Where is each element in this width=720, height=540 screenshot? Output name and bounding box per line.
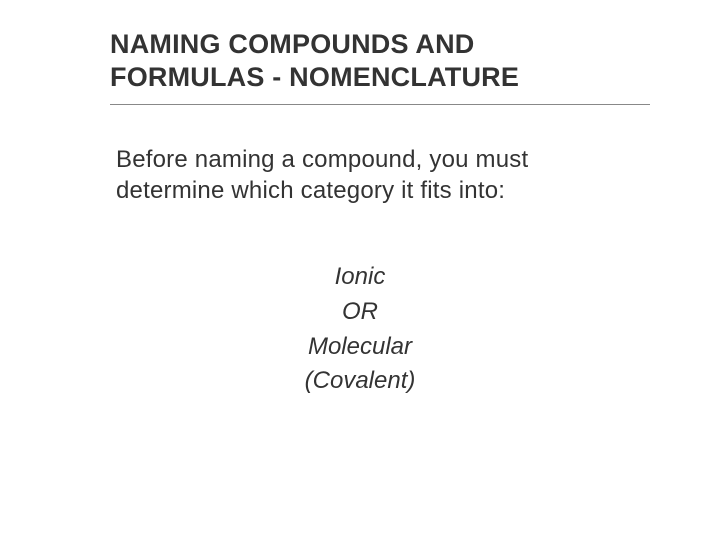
slide: NAMING COMPOUNDS AND FORMULAS - NOMENCLA… [0, 0, 720, 540]
title-line-2: FORMULAS - NOMENCLATURE [110, 62, 519, 92]
slide-title: NAMING COMPOUNDS AND FORMULAS - NOMENCLA… [110, 28, 650, 94]
title-line-1: NAMING COMPOUNDS AND [110, 29, 475, 59]
body-text: Before naming a compound, you must deter… [116, 145, 646, 206]
category-molecular: Molecular [0, 330, 720, 365]
body-line-1: Before naming a compound, you must [116, 146, 528, 173]
title-divider [110, 104, 650, 105]
body-line-2: determine which category it fits into: [116, 177, 505, 204]
categories-block: Ionic OR Molecular (Covalent) [0, 260, 720, 399]
category-covalent: (Covalent) [0, 364, 720, 399]
title-block: NAMING COMPOUNDS AND FORMULAS - NOMENCLA… [110, 28, 650, 105]
category-or: OR [0, 295, 720, 330]
category-ionic: Ionic [0, 260, 720, 295]
body-block: Before naming a compound, you must deter… [116, 145, 646, 206]
